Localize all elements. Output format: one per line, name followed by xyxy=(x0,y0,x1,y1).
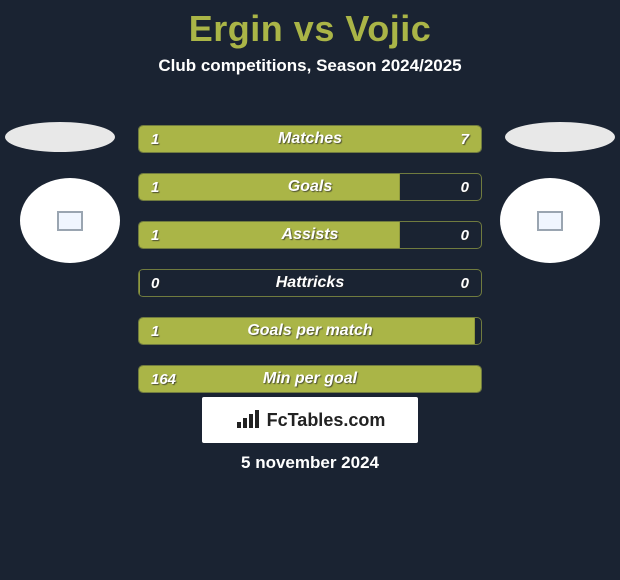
stat-label: Min per goal xyxy=(139,366,481,392)
player1-avatar xyxy=(20,178,120,263)
stat-label: Assists xyxy=(139,222,481,248)
stat-right-value: 0 xyxy=(449,222,481,248)
placeholder-image-icon xyxy=(57,211,83,231)
stat-right-value: 0 xyxy=(449,270,481,296)
stats-bars: 1 Matches 7 1 Goals 0 1 Assists 0 0 Hatt… xyxy=(138,125,482,413)
comparison-card: Ergin vs Vojic Club competitions, Season… xyxy=(0,0,620,580)
vs-label: vs xyxy=(294,8,335,49)
player2-club-ellipse xyxy=(505,122,615,152)
stat-right-value xyxy=(457,318,481,344)
footer-date: 5 november 2024 xyxy=(0,453,620,473)
stat-row-hattricks: 0 Hattricks 0 xyxy=(138,269,482,297)
player1-name: Ergin xyxy=(189,8,284,49)
stat-label: Hattricks xyxy=(139,270,481,296)
stat-row-min-per-goal: 164 Min per goal xyxy=(138,365,482,393)
stat-row-assists: 1 Assists 0 xyxy=(138,221,482,249)
player2-name: Vojic xyxy=(345,8,431,49)
player1-club-ellipse xyxy=(5,122,115,152)
bars-icon xyxy=(235,410,263,430)
stat-right-value: 7 xyxy=(449,126,481,152)
brand-badge: FcTables.com xyxy=(202,397,418,443)
stat-label: Goals xyxy=(139,174,481,200)
placeholder-image-icon xyxy=(537,211,563,231)
stat-label: Goals per match xyxy=(139,318,481,344)
stat-row-goals: 1 Goals 0 xyxy=(138,173,482,201)
stat-label: Matches xyxy=(139,126,481,152)
page-title: Ergin vs Vojic xyxy=(0,0,620,50)
brand-text: FcTables.com xyxy=(267,410,386,431)
stat-row-matches: 1 Matches 7 xyxy=(138,125,482,153)
stat-right-value: 0 xyxy=(449,174,481,200)
stat-right-value xyxy=(457,366,481,392)
stat-row-goals-per-match: 1 Goals per match xyxy=(138,317,482,345)
player2-avatar xyxy=(500,178,600,263)
subtitle: Club competitions, Season 2024/2025 xyxy=(0,56,620,76)
